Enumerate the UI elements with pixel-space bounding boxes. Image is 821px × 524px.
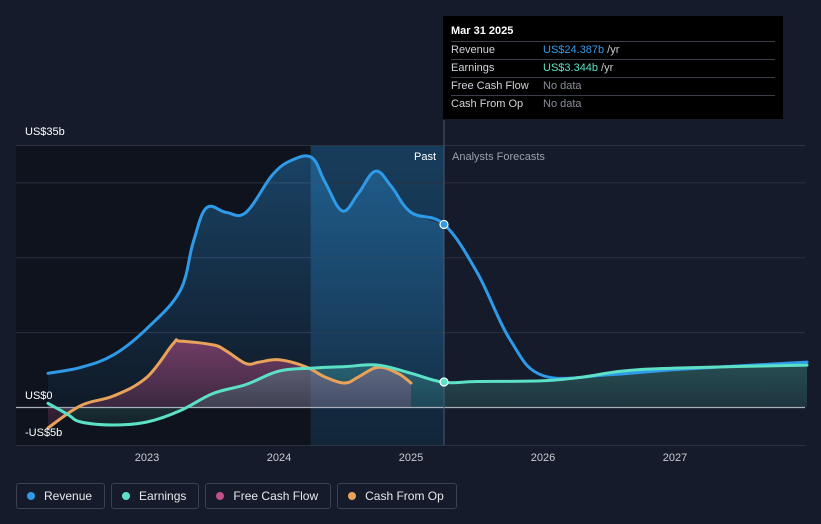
- revenue-area: [48, 155, 444, 407]
- past-label: Past: [414, 151, 436, 163]
- legend-label: Cash From Op: [365, 489, 444, 503]
- legend-dot-icon: [122, 492, 131, 500]
- x-axis-tick-label: 2024: [267, 452, 291, 464]
- legend-label: Free Cash Flow: [233, 489, 319, 503]
- cash-from-op-line: [46, 338, 413, 430]
- tooltip-value: US$3.344b: [543, 62, 599, 74]
- series-lines: [46, 154, 809, 430]
- legend-item-free-cash-flow[interactable]: Free Cash Flow: [205, 483, 332, 509]
- legend-dot-icon: [216, 492, 225, 500]
- forecast-label: Analysts Forecasts: [452, 151, 545, 163]
- legend-label: Earnings: [139, 489, 187, 503]
- legend-dot-icon: [27, 492, 35, 500]
- x-axis-tick-label: 2023: [135, 452, 159, 464]
- tooltip-label: Free Cash Flow: [451, 80, 529, 92]
- tooltip-unit: /yr: [601, 62, 614, 74]
- tooltip-row-earnings: Earnings US$3.344b /yr: [451, 59, 775, 77]
- earnings-area: [48, 364, 807, 425]
- earnings-marker: [439, 377, 449, 387]
- tooltip-label: Cash From Op: [451, 98, 524, 110]
- legend-item-revenue[interactable]: Revenue: [16, 483, 106, 509]
- chart-legend: Revenue Earnings Free Cash Flow Cash Fro…: [16, 483, 457, 509]
- tooltip-label: Earnings: [451, 62, 495, 74]
- tooltip-value: No data: [543, 80, 582, 92]
- tooltip-row-free-cash-flow: Free Cash Flow No data: [451, 77, 775, 95]
- x-axis-tick-label: 2025: [399, 452, 423, 464]
- series-markers: [439, 219, 449, 387]
- tooltip-unit: /yr: [607, 44, 620, 56]
- data-tooltip: Mar 31 2025 Revenue US$24.387b /yr Earni…: [443, 16, 783, 119]
- tooltip-value: No data: [543, 98, 582, 110]
- tooltip-row-cash-from-op: Cash From Op No data: [451, 95, 775, 113]
- series-areas: [48, 155, 807, 428]
- x-axis-tick-label: 2026: [531, 452, 555, 464]
- tooltip-value: US$24.387b: [543, 44, 605, 56]
- tooltip-row-revenue: Revenue US$24.387b /yr: [451, 41, 775, 59]
- y-axis-label: -US$5b: [25, 427, 62, 439]
- legend-item-earnings[interactable]: Earnings: [111, 483, 200, 509]
- legend-label: Revenue: [44, 489, 93, 503]
- earnings-line: [46, 363, 809, 427]
- revenue-marker: [439, 219, 449, 230]
- tooltip-label: Revenue: [451, 44, 496, 56]
- revenue-line: [46, 154, 809, 380]
- tooltip-date: Mar 31 2025: [451, 25, 514, 37]
- y-axis-labels: US$35b US$0 -US$5b: [25, 126, 65, 439]
- y-axis-label: US$35b: [25, 126, 65, 138]
- x-axis-tick-label: 2027: [663, 452, 687, 464]
- legend-dot-icon: [348, 492, 357, 500]
- legend-item-cash-from-op[interactable]: Cash From Op: [337, 483, 457, 509]
- x-axis-labels: 2023 2024 2025 2026 2027: [135, 452, 687, 464]
- y-axis-label: US$0: [25, 390, 53, 402]
